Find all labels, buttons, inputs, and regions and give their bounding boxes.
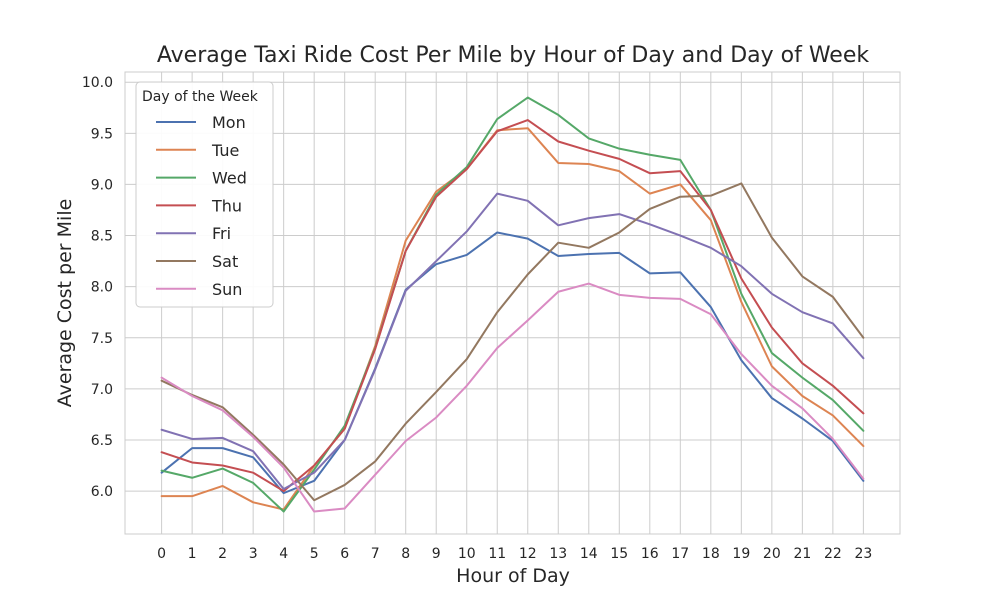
legend-box <box>135 81 274 308</box>
x-tick-label: 5 <box>310 546 319 562</box>
x-tick-label: 6 <box>340 546 349 562</box>
x-tick-label: 1 <box>188 546 197 562</box>
y-axis-label: Average Cost per Mile <box>54 199 76 408</box>
legend-label-tue: Tue <box>211 141 239 160</box>
series-line-sun <box>160 282 865 513</box>
legend: Day of the Week Mon Tue Wed Thu Fri Sat Sun <box>135 81 274 308</box>
x-tick-label: 21 <box>793 546 811 562</box>
x-tick-label: 7 <box>371 546 380 562</box>
y-tick-label: 8.5 <box>91 229 113 245</box>
series-line-tue <box>160 127 865 511</box>
x-tick-label: 14 <box>580 546 598 562</box>
x-tick-label: 15 <box>610 546 628 562</box>
x-tick-label: 3 <box>249 546 258 562</box>
x-tick-label: 17 <box>671 546 689 562</box>
x-tick-label: 23 <box>854 546 872 562</box>
y-tick-label: 9.0 <box>91 177 113 193</box>
y-tick-label: 10.0 <box>82 75 113 91</box>
x-axis-label: Hour of Day <box>456 565 570 587</box>
legend-items: Mon Tue Wed Thu Fri Sat Sun <box>156 113 247 299</box>
chart-title: Average Taxi Ride Cost Per Mile by Hour … <box>157 43 869 68</box>
y-tick-label: 6.5 <box>91 433 113 449</box>
series-line-fri <box>160 192 865 491</box>
legend-title: Day of the Week <box>142 89 259 105</box>
y-tick-label: 6.0 <box>91 484 113 500</box>
y-tick-label: 9.5 <box>91 126 113 142</box>
legend-label-wed: Wed <box>212 169 247 188</box>
x-tick-label: 20 <box>763 546 781 562</box>
plot-area-frame <box>124 71 901 535</box>
y-axis-ticks: 6.0 6.5 7.0 7.5 8.0 8.5 9.0 9.5 10.0 <box>82 75 113 500</box>
x-tick-label: 2 <box>218 546 227 562</box>
x-tick-label: 19 <box>732 546 750 562</box>
legend-label-fri: Fri <box>212 224 231 243</box>
x-tick-label: 8 <box>401 546 410 562</box>
series-line-wed <box>160 96 865 513</box>
x-tick-label: 0 <box>157 546 166 562</box>
x-tick-label: 9 <box>432 546 441 562</box>
legend-label-sat: Sat <box>212 252 238 271</box>
x-tick-label: 16 <box>641 546 659 562</box>
x-axis-ticks: 0 1 2 3 4 5 6 7 8 9 10 11 12 13 14 15 16 17 18 19 20 21 22 23 <box>157 546 872 562</box>
series-lines <box>160 96 865 513</box>
x-tick-label: 22 <box>824 546 842 562</box>
x-tick-label: 11 <box>488 546 506 562</box>
y-tick-label: 7.0 <box>91 382 113 398</box>
x-tick-label: 4 <box>279 546 288 562</box>
y-tick-label: 8.0 <box>91 280 113 296</box>
legend-label-mon: Mon <box>212 113 246 132</box>
x-tick-label: 10 <box>458 546 476 562</box>
legend-label-sun: Sun <box>212 280 242 299</box>
x-tick-label: 18 <box>702 546 720 562</box>
series-line-thu <box>160 119 865 493</box>
legend-label-thu: Thu <box>211 196 242 215</box>
series-line-sat <box>160 182 865 502</box>
y-tick-label: 7.5 <box>91 331 113 347</box>
x-tick-label: 12 <box>519 546 537 562</box>
x-tick-label: 13 <box>549 546 567 562</box>
